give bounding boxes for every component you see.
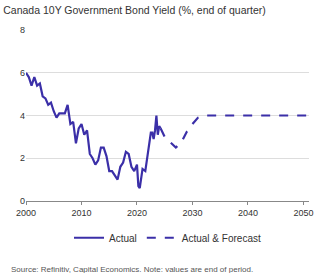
svg-text:0: 0 — [20, 196, 25, 206]
svg-text:2040: 2040 — [238, 208, 258, 218]
svg-text:4: 4 — [20, 111, 25, 121]
svg-text:2: 2 — [20, 153, 25, 163]
svg-text:2020: 2020 — [127, 208, 147, 218]
svg-text:8: 8 — [20, 25, 25, 35]
svg-text:2010: 2010 — [71, 208, 91, 218]
svg-text:Canada 10Y Government Bond Yie: Canada 10Y Government Bond Yield (%, end… — [3, 4, 265, 16]
svg-text:6: 6 — [20, 68, 25, 78]
svg-text:2030: 2030 — [182, 208, 202, 218]
svg-text:Source: Refinitiv, Capital Eco: Source: Refinitiv, Capital Economics. No… — [11, 265, 253, 273]
svg-text:2000: 2000 — [16, 208, 36, 218]
svg-text:2050: 2050 — [293, 208, 313, 218]
svg-text:Actual & Forecast: Actual & Forecast — [182, 233, 261, 244]
svg-text:Actual: Actual — [109, 233, 137, 244]
